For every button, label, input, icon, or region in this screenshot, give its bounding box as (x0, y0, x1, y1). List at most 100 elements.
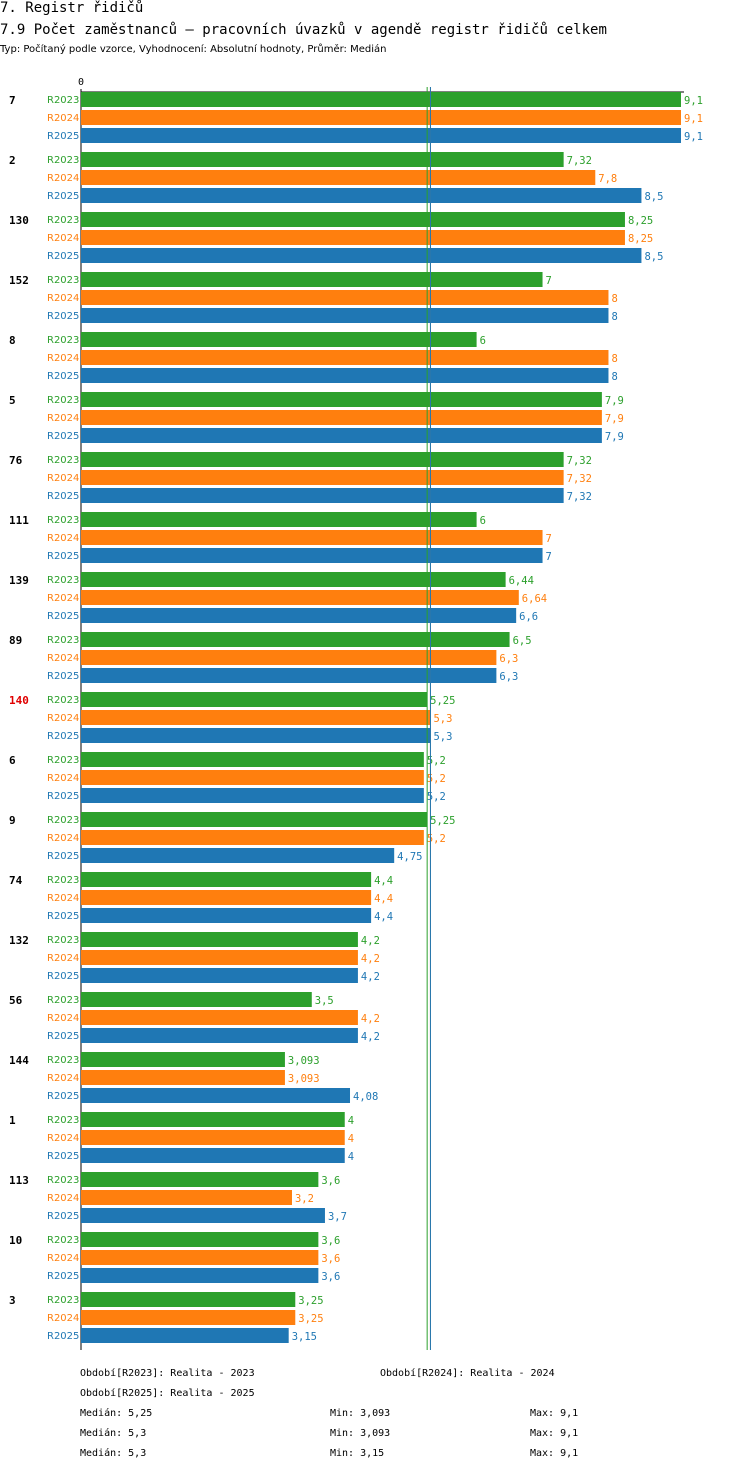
series-label: R2024 (47, 893, 79, 904)
bar-value-label: 3,093 (288, 1055, 320, 1067)
bar-value-label: 7,32 (567, 491, 592, 503)
bar-value-label: 7,9 (605, 431, 624, 443)
bar (81, 1310, 296, 1325)
stat-median-r2025: Medián: 5,3 (80, 1448, 147, 1459)
bar (81, 410, 602, 425)
category-label: 10 (9, 1234, 22, 1247)
bar (81, 848, 395, 863)
bar (81, 908, 372, 923)
series-label: R2023 (47, 875, 79, 886)
bar (81, 1070, 285, 1085)
category-label: 3 (9, 1294, 16, 1307)
legend-period-r2025: Období[R2025]: Realita - 2025 (80, 1388, 255, 1399)
bar-value-label: 7 (546, 533, 552, 545)
stat-max-r2023: Max: 9,1 (530, 1408, 579, 1419)
series-label: R2025 (47, 611, 79, 622)
series-label: R2025 (47, 311, 79, 322)
series-label: R2025 (47, 131, 79, 142)
bar (81, 512, 477, 527)
bar-value-label: 5,3 (433, 713, 452, 725)
bar-value-label: 4,08 (353, 1091, 378, 1103)
bar-value-label: 4,4 (374, 893, 393, 905)
series-label: R2025 (47, 971, 79, 982)
bar (81, 368, 609, 383)
series-label: R2023 (47, 395, 79, 406)
stat-min-r2024: Min: 3,093 (330, 1428, 391, 1439)
bar (81, 548, 543, 563)
series-label: R2025 (47, 251, 79, 262)
bar-value-label: 5,2 (427, 791, 446, 803)
bar (81, 890, 372, 905)
series-label: R2025 (47, 491, 79, 502)
category-label: 139 (9, 574, 29, 587)
bar-value-label: 7,8 (598, 173, 617, 185)
stat-min-r2023: Min: 3,093 (330, 1408, 391, 1419)
bar-value-label: 4 (348, 1115, 354, 1127)
bar-value-label: 9,1 (684, 113, 703, 125)
series-label: R2023 (47, 1295, 79, 1306)
category-label: 130 (9, 214, 29, 227)
bar-value-label: 4,4 (374, 911, 393, 923)
bar (81, 692, 428, 707)
legend-period-r2023: Období[R2023]: Realita - 2023 (80, 1368, 255, 1379)
category-label: 2 (9, 154, 16, 167)
series-label: R2023 (47, 335, 79, 346)
series-label: R2024 (47, 413, 79, 424)
bar (81, 212, 625, 227)
bar (81, 992, 312, 1007)
bar (81, 710, 431, 725)
bar-value-label: 7,32 (567, 455, 592, 467)
bar (81, 92, 681, 107)
category-label: 152 (9, 274, 29, 287)
bar-value-label: 4 (348, 1133, 354, 1145)
series-label: R2025 (47, 851, 79, 862)
category-label: 132 (9, 934, 29, 947)
series-label: R2024 (47, 173, 79, 184)
bar-value-label: 8,5 (644, 191, 663, 203)
series-label: R2024 (47, 1313, 79, 1324)
series-label: R2023 (47, 755, 79, 766)
bar-value-label: 8 (611, 293, 617, 305)
series-label: R2024 (47, 353, 79, 364)
bar (81, 1190, 292, 1205)
bar (81, 788, 424, 803)
series-label: R2023 (47, 95, 79, 106)
bar (81, 632, 510, 647)
bar (81, 290, 609, 305)
series-label: R2023 (47, 635, 79, 646)
series-label: R2025 (47, 1271, 79, 1282)
series-label: R2024 (47, 1193, 79, 1204)
series-label: R2024 (47, 953, 79, 964)
bar (81, 1268, 319, 1283)
bar (81, 188, 642, 203)
bar-value-label: 4 (348, 1151, 354, 1163)
x-axis-zero-label: 0 (78, 77, 84, 88)
series-label: R2025 (47, 671, 79, 682)
bar-value-label: 3,25 (298, 1295, 323, 1307)
bar-value-label: 3,6 (321, 1253, 340, 1265)
bar-value-label: 6 (480, 335, 486, 347)
bar (81, 1130, 345, 1145)
bar (81, 452, 564, 467)
bar (81, 470, 564, 485)
bar-value-label: 3,6 (321, 1235, 340, 1247)
category-label: 111 (9, 514, 29, 527)
bar (81, 1148, 345, 1163)
category-label: 113 (9, 1174, 29, 1187)
bar-value-label: 7 (546, 551, 552, 563)
bar (81, 572, 506, 587)
series-label: R2025 (47, 911, 79, 922)
series-label: R2023 (47, 815, 79, 826)
series-label: R2025 (47, 1091, 79, 1102)
category-label: 8 (9, 334, 16, 347)
bar (81, 530, 543, 545)
series-label: R2023 (47, 155, 79, 166)
bar-value-label: 5,3 (433, 731, 452, 743)
bar-value-label: 4,75 (397, 851, 422, 863)
bar-value-label: 5,25 (430, 815, 455, 827)
bar-value-label: 8,5 (644, 251, 663, 263)
bar-value-label: 3,6 (321, 1175, 340, 1187)
bar (81, 1010, 358, 1025)
bar (81, 170, 596, 185)
